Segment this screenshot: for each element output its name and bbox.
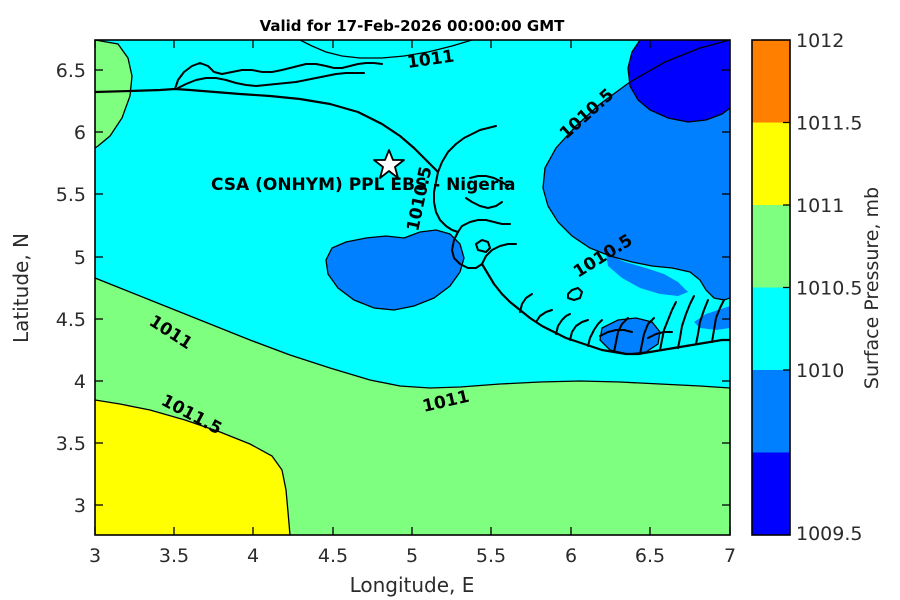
colorbar-band-1011-1011p5 — [752, 122, 790, 205]
y-axis-ticks — [95, 69, 730, 506]
river-nw-upper — [174, 62, 383, 90]
map-plot-area — [95, 40, 730, 535]
region-1011p5-1012-sw — [95, 400, 290, 535]
colorbar-band-1010-1010p5 — [752, 287, 790, 370]
colorbar-tick-1010: 1010 — [796, 360, 844, 382]
delta-finger-11 — [519, 293, 533, 313]
delta-finger-1 — [555, 313, 571, 335]
river-niger-branch-f — [465, 197, 503, 209]
region-1011-1011p5-nw — [95, 40, 132, 148]
y-tick-6p5: 6.5 — [56, 60, 86, 82]
delta-finger-7 — [677, 295, 695, 349]
region-1010-1010p5-se-lobe — [606, 254, 688, 296]
x-tick-3: 3 — [89, 545, 101, 567]
delta-finger-3 — [587, 319, 603, 347]
colorbar-tick-1010p5: 1010.5 — [796, 278, 862, 300]
river-niger-branch-d — [457, 219, 511, 233]
page-title: Valid for 17-Feb-2026 00:00:00 GMT — [260, 17, 566, 35]
delta-crosslink-2 — [647, 331, 673, 339]
x-tick-6p5: 6.5 — [635, 545, 665, 567]
region-1010-1010p5-central-blob — [326, 230, 464, 310]
contour-1011-nw — [95, 40, 133, 149]
contour-1010p5-east — [542, 40, 730, 301]
delta-finger-10 — [535, 309, 553, 323]
site-label: CSA (ONHYM) PPL EBS - Nigeria — [211, 175, 516, 195]
river-niger-branch-a — [433, 171, 459, 233]
region-1009p5-1010-ne — [628, 40, 730, 122]
colorbar-band-1011p5-1012 — [752, 40, 790, 123]
x-tick-6: 6 — [565, 545, 577, 567]
river-niger-branch-b — [451, 231, 483, 269]
colorbar-tick-1011p5: 1011.5 — [796, 113, 862, 135]
x-tick-7: 7 — [724, 545, 736, 567]
y-tick-5p5: 5.5 — [56, 184, 86, 206]
y-tick-labels: 3 3.5 4 4.5 5 5.5 6 6.5 — [56, 60, 86, 517]
y-tick-6: 6 — [74, 122, 86, 144]
x-tick-3p5: 3.5 — [159, 545, 189, 567]
x-tick-5: 5 — [406, 545, 418, 567]
x-tick-labels: 3 3.5 4 4.5 5 5.5 6 6.5 7 — [89, 545, 736, 567]
colorbar-band-1009p75-1010 — [752, 370, 790, 453]
contour-1011-north — [299, 40, 473, 59]
y-tick-4p5: 4.5 — [56, 309, 86, 331]
site-star-marker — [373, 149, 405, 179]
river-niger-branch-c — [481, 243, 517, 265]
river-niger-branch-e — [469, 175, 509, 187]
coastline-gulf-of-guinea — [480, 262, 730, 356]
x-tick-5p5: 5.5 — [476, 545, 506, 567]
colorbar-band-1010p5-1011 — [752, 205, 790, 288]
river-nw-lower — [177, 72, 365, 89]
x-tick-4: 4 — [247, 545, 259, 567]
region-1010-1010p5-east-wedge — [694, 306, 730, 330]
colorbar-band-1009p5-1009p75 — [752, 452, 790, 535]
x-axis-ticks — [94, 40, 731, 535]
delta-finger-8 — [695, 299, 709, 345]
colorbar-axis-label: Surface Pressure, mb — [861, 187, 883, 389]
delta-finger-9 — [711, 299, 725, 343]
x-tick-4p5: 4.5 — [318, 545, 348, 567]
delta-finger-5 — [639, 317, 655, 355]
border-north — [95, 87, 440, 174]
contour-1011-south — [95, 277, 730, 389]
river-niger-upper — [437, 125, 497, 173]
delta-crosslink-1 — [599, 329, 633, 337]
y-tick-3p5: 3.5 — [56, 433, 86, 455]
colorbar: 1012 1011.5 1011 1010.5 1010 1009.5 Surf… — [751, 30, 883, 545]
delta-finger-6 — [659, 301, 677, 351]
contour-1010p5-central — [325, 229, 465, 311]
contour-1010-ne — [627, 40, 730, 123]
lagoon-mark-1 — [567, 287, 583, 301]
colorbar-tick-1009p5: 1009.5 — [796, 523, 862, 545]
delta-finger-4 — [613, 317, 629, 353]
y-tick-4: 4 — [74, 371, 86, 393]
delta-finger-2 — [569, 319, 589, 341]
y-tick-5: 5 — [74, 247, 86, 269]
lagoon-mark-2 — [475, 239, 491, 253]
x-axis-label: Longitude, E — [350, 573, 475, 597]
contour-1011p5-sw — [95, 399, 291, 535]
y-axis-label: Latitude, N — [9, 233, 33, 343]
colorbar-tick-1012: 1012 — [796, 30, 844, 52]
contour-1010p5-delta — [599, 317, 661, 355]
y-tick-3: 3 — [74, 495, 86, 517]
colorbar-tick-1011: 1011 — [796, 195, 844, 217]
